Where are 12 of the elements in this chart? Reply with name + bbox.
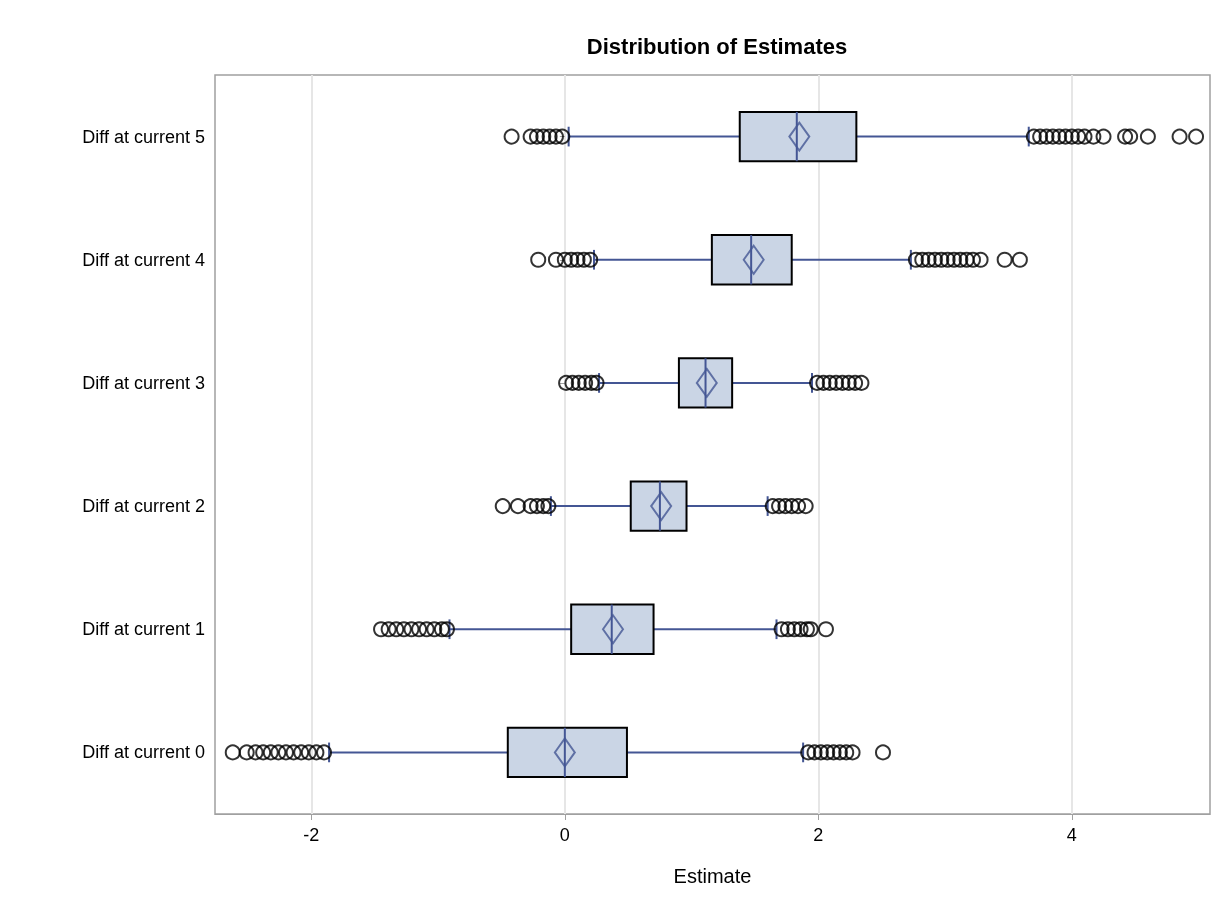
y-tick-label: Diff at current 4 [82, 249, 205, 270]
y-tick-label: Diff at current 2 [82, 496, 205, 517]
y-tick-label: Diff at current 0 [82, 742, 205, 763]
y-tick-label: Diff at current 5 [82, 126, 205, 147]
x-tick-label: 0 [559, 825, 570, 845]
y-tick-label: Diff at current 3 [82, 372, 205, 393]
x-tick-label: 2 [813, 825, 824, 845]
chart-title: Distribution of Estimates [586, 33, 848, 59]
x-axis-title: Estimate [673, 865, 752, 887]
y-tick-label: Diff at current 1 [82, 619, 205, 640]
x-tick-label: 4 [1066, 825, 1077, 845]
x-tick-label: -2 [303, 825, 320, 845]
